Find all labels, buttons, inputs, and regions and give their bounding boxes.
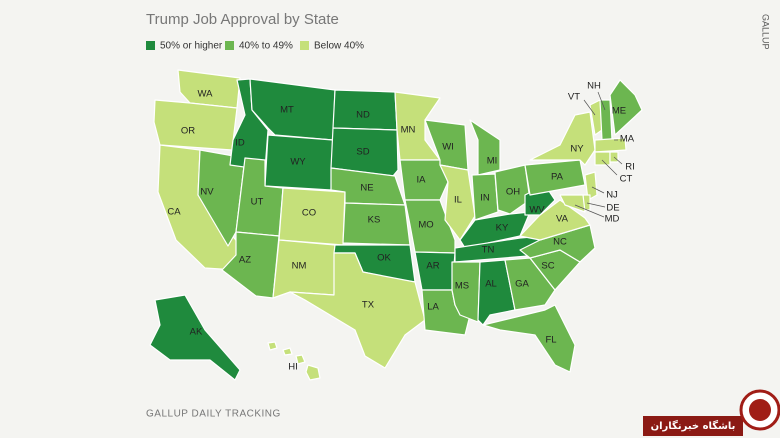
state (153, 99, 238, 151)
state-label: PA (551, 172, 564, 183)
state-label: MD (605, 214, 620, 225)
state-label: MI (487, 156, 498, 167)
state-label: WV (529, 205, 545, 216)
state (494, 164, 531, 215)
state (482, 304, 576, 373)
state (519, 224, 596, 263)
state-label: AR (426, 261, 439, 272)
leader-line (583, 99, 596, 116)
state-label: OK (377, 253, 391, 264)
state (394, 91, 441, 161)
state-label: MS (455, 281, 469, 292)
legend-swatch (300, 41, 309, 50)
state-label: IN (480, 193, 490, 204)
leader-line (597, 91, 606, 111)
state (524, 159, 586, 196)
state (149, 294, 241, 381)
legend-label: Below 40% (314, 41, 364, 52)
source: GALLUP DAILY TRACKING (146, 409, 281, 420)
state (469, 119, 501, 176)
leader-line (586, 202, 606, 208)
state (594, 137, 627, 153)
leader-line (591, 186, 605, 194)
state-label: MO (418, 220, 433, 231)
watermark-logo-inner (749, 399, 771, 421)
state-label: CO (302, 208, 316, 219)
title: Trump Job Approval by State (146, 11, 339, 28)
state-label: HI (288, 362, 298, 373)
state (504, 257, 556, 311)
state-label: FL (545, 335, 556, 346)
leader-line (613, 156, 623, 165)
legend-label: 50% or higher (160, 41, 223, 52)
legend-swatch (225, 41, 234, 50)
state-label: LA (427, 302, 439, 313)
state (584, 171, 598, 201)
state-label: AK (190, 327, 203, 338)
watermark-box (643, 416, 743, 436)
state-label: AL (485, 279, 497, 290)
leader-line (574, 204, 605, 218)
state (609, 79, 643, 136)
state-label: WA (198, 89, 214, 100)
legend-swatch (146, 41, 155, 50)
state-label: NJ (606, 190, 618, 201)
watermark: باشگاه خبرنگاران (643, 389, 780, 436)
state-label: ID (235, 138, 245, 149)
state-label: SD (356, 147, 369, 158)
state (559, 194, 586, 213)
state-label: CT (620, 174, 633, 185)
state (289, 252, 426, 369)
state-label: NC (553, 237, 567, 248)
state-label: IL (454, 195, 462, 206)
state-label: KY (496, 223, 509, 234)
state-label: RI (625, 162, 635, 173)
state (399, 159, 449, 201)
state-label: AZ (239, 255, 251, 266)
state-label: TX (362, 300, 375, 311)
state-label: SC (541, 261, 554, 272)
state-label: CA (167, 207, 181, 218)
state-label: OH (506, 187, 520, 198)
state (599, 99, 613, 141)
state-label: VA (556, 214, 569, 225)
state-label: IA (417, 175, 427, 186)
state-label: VT (568, 92, 580, 103)
state-label: NM (292, 261, 307, 272)
state (267, 341, 321, 381)
state-label: MA (620, 134, 635, 145)
state-label: KS (368, 215, 381, 226)
state (330, 127, 399, 177)
state-label: DE (606, 203, 619, 214)
state (529, 111, 596, 166)
state-label: NH (587, 81, 601, 92)
state-label: NV (200, 187, 214, 198)
leader-line (601, 159, 618, 176)
state (594, 151, 611, 166)
state-label: WY (290, 157, 306, 168)
legend: 50% or higher 40% to 49% Below 40% (146, 41, 364, 52)
states (149, 69, 643, 381)
state-label: NY (570, 144, 584, 155)
state-labels: WA OR CA NV ID MT WY UT AZ CO NM ND SD NE KS OK TX MN IA MO… (167, 81, 634, 373)
state-label: MN (401, 125, 416, 136)
brand: GALLUP (761, 14, 771, 50)
watermark-text: باشگاه خبرنگاران (651, 419, 736, 432)
state-label: MT (280, 105, 294, 116)
state-label: OR (181, 126, 195, 137)
state-label: GA (515, 279, 529, 290)
state-label: WI (442, 142, 454, 153)
state-label: UT (251, 197, 264, 208)
state-label: NE (360, 183, 373, 194)
legend-label: 40% to 49% (239, 41, 293, 52)
state-label: ME (612, 106, 626, 117)
state-label: ND (356, 110, 370, 121)
state (471, 173, 499, 221)
state-label: TN (482, 245, 495, 256)
